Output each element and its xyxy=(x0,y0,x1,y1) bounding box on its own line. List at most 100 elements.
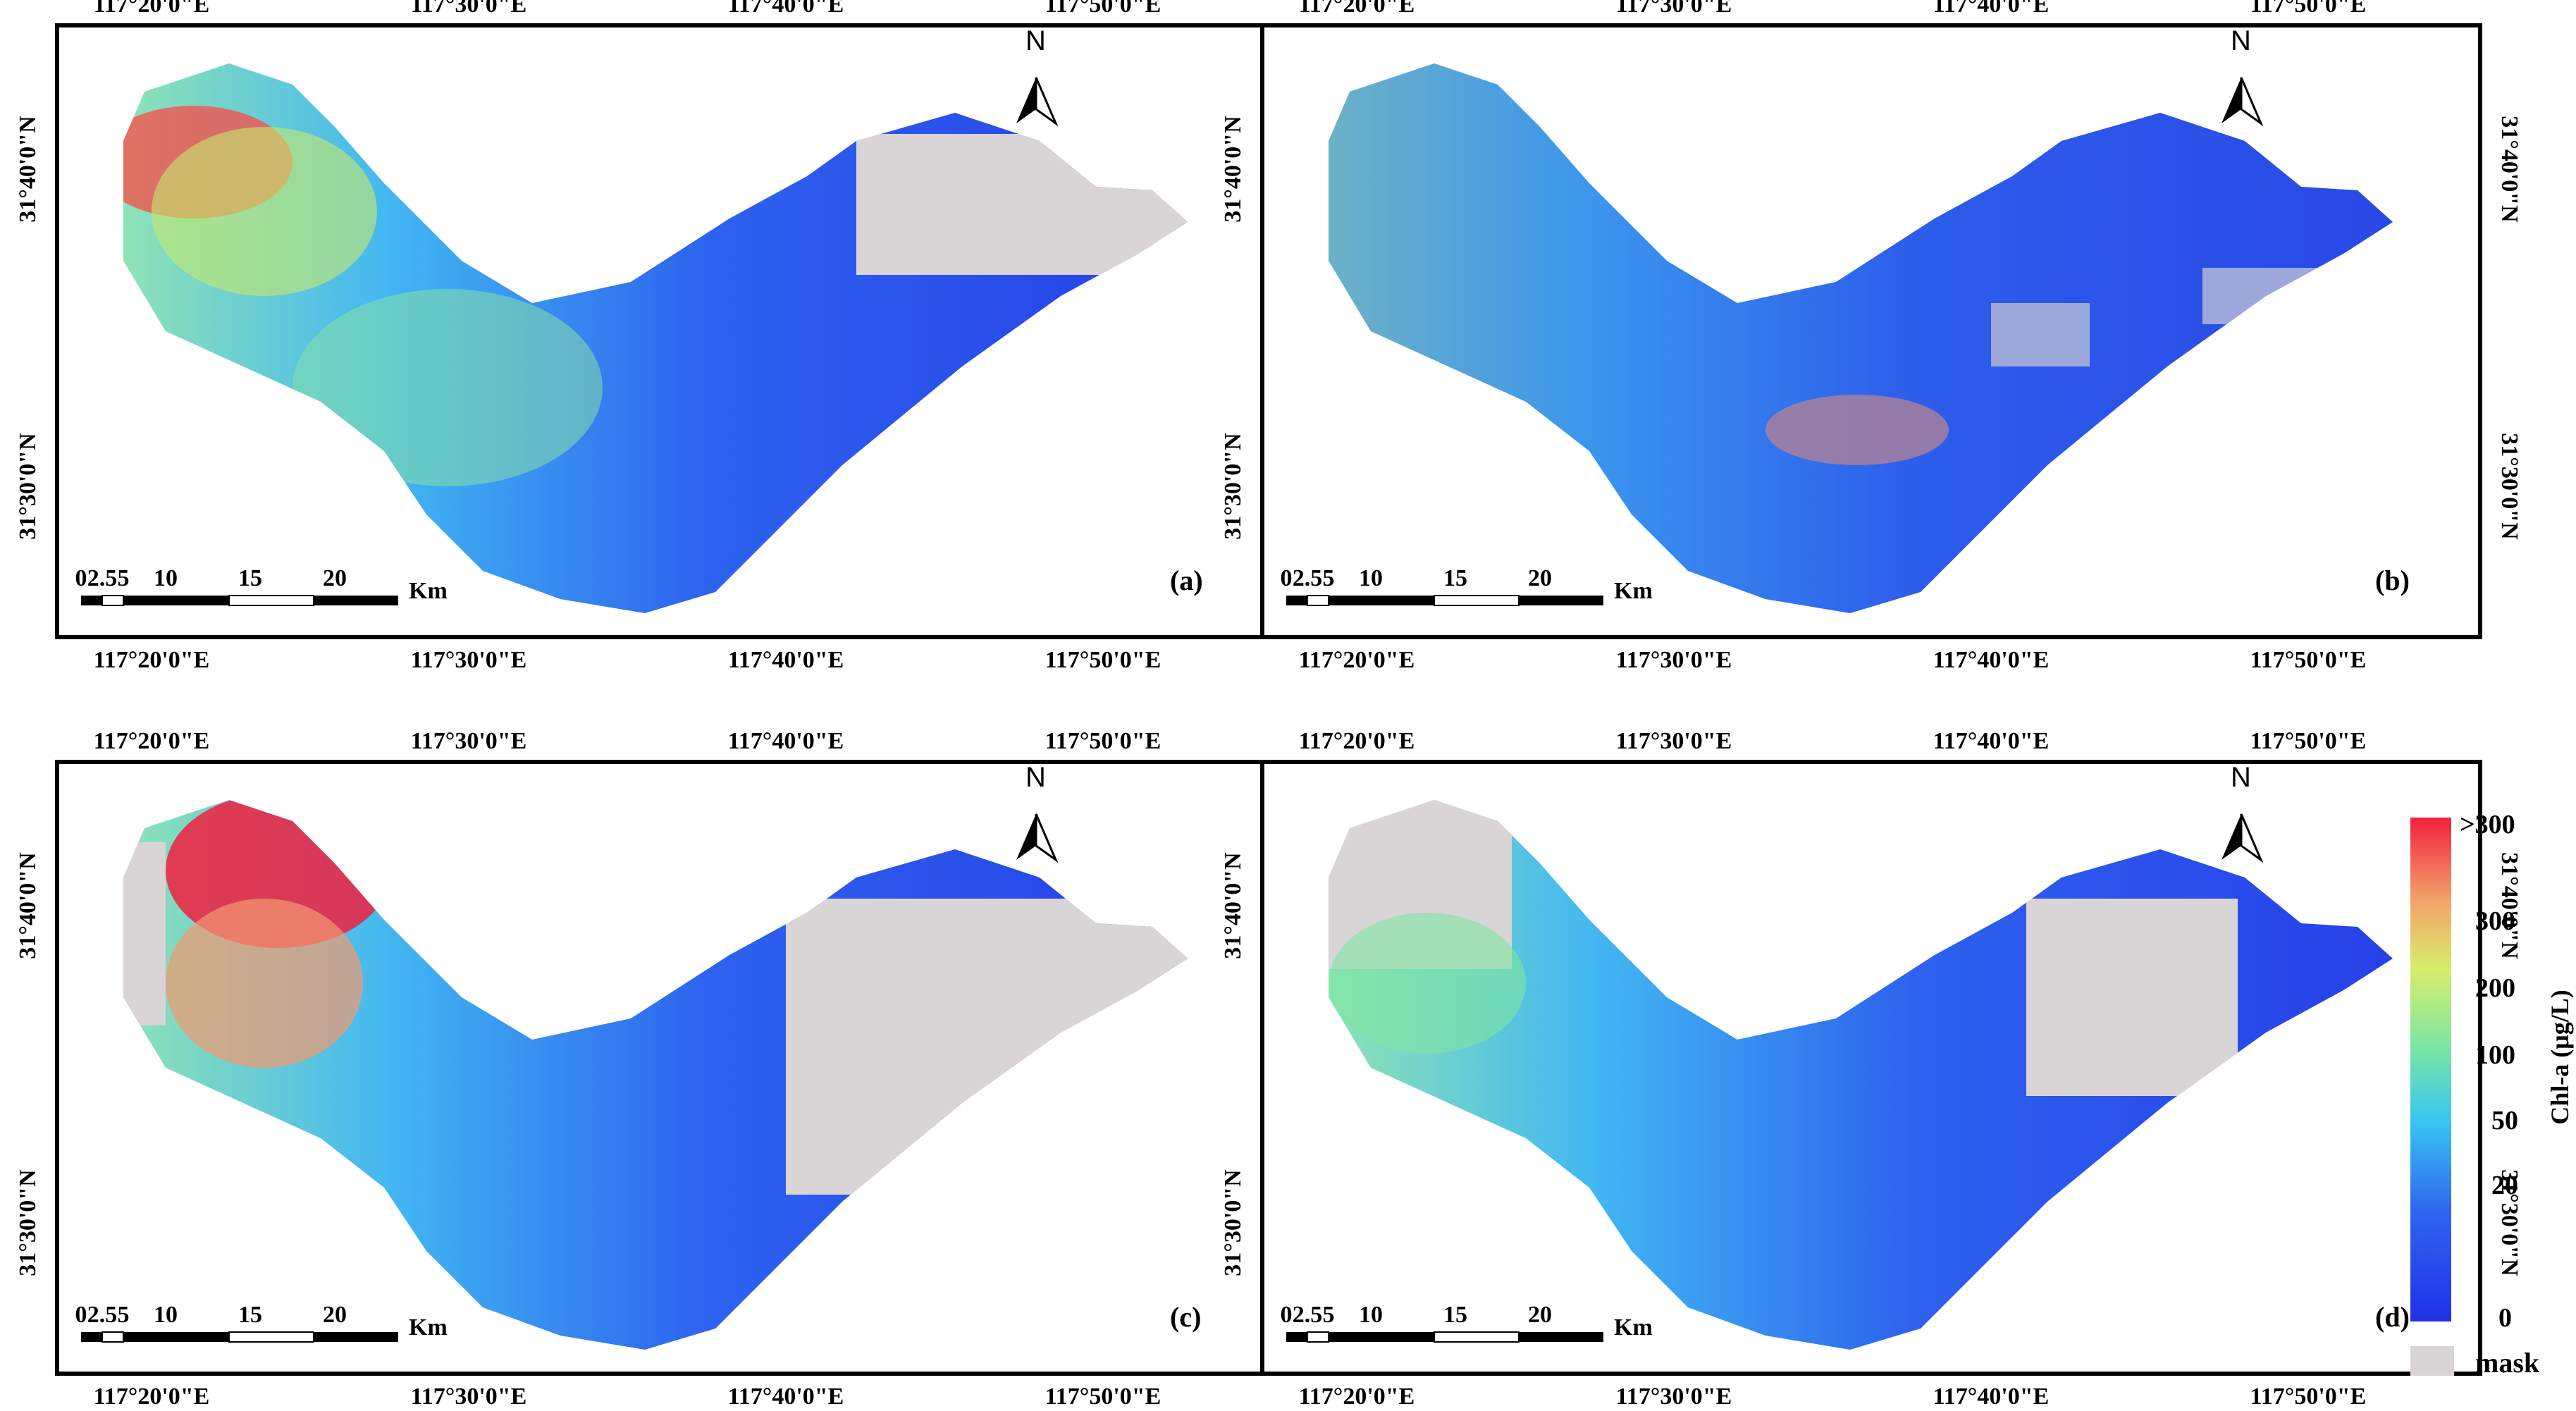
longitude-label: 117°40'0"E xyxy=(1933,728,2050,754)
scale-unit: Km xyxy=(1614,1314,1653,1341)
scale-label: 0 xyxy=(75,1302,87,1328)
north-arrow-icon xyxy=(2221,77,2264,127)
legend-tick: 200 xyxy=(2475,973,2515,1003)
legend-title: Chl-a (μg/L) xyxy=(2546,990,2574,1125)
scale-label: 2.5 xyxy=(1292,565,1323,591)
map-panel-a: N (a) Km 0 2.5 5 10 15 20 117°20'0"E 117°20'0"E… xyxy=(15,0,1317,672)
longitude-label: 117°30'0"E xyxy=(410,0,527,18)
scalebar xyxy=(1286,1331,1603,1343)
scalebar xyxy=(81,595,398,606)
scalebar xyxy=(81,1331,398,1343)
north-arrow-icon xyxy=(2221,813,2264,863)
longitude-label: 117°40'0"E xyxy=(727,0,844,18)
map-frame xyxy=(55,760,1277,1376)
scalebar xyxy=(1286,595,1603,606)
lake-shape xyxy=(1329,63,2393,613)
panel-label: (c) xyxy=(1170,1301,1202,1333)
longitude-label: 117°40'0"E xyxy=(1933,1384,2050,1410)
longitude-label: 117°20'0"E xyxy=(93,1384,210,1410)
scale-label: 5 xyxy=(117,565,130,591)
north-arrow-icon xyxy=(1016,813,1059,863)
longitude-label: 117°30'0"E xyxy=(1615,728,1732,754)
longitude-label: 117°20'0"E xyxy=(93,647,210,673)
longitude-label: 117°20'0"E xyxy=(93,728,210,754)
scale-label: 15 xyxy=(1443,1302,1467,1328)
legend-tick: 50 xyxy=(2491,1106,2518,1135)
longitude-label: 117°40'0"E xyxy=(727,1384,844,1410)
panel-label: (b) xyxy=(2375,565,2410,596)
latitude-label: 31°30'0"N xyxy=(2496,433,2522,540)
longitude-label: 117°30'0"E xyxy=(410,1384,527,1410)
legend-tick: 100 xyxy=(2475,1040,2515,1070)
legend-tick: >300 xyxy=(2460,810,2515,839)
latitude-label: 31°30'0"N xyxy=(1220,1169,1246,1276)
map-panel-b: N (b) Km 0 2.5 5 10 15 20 117°20'0"E 117°20'0"E… xyxy=(1220,0,2522,672)
longitude-label: 117°40'0"E xyxy=(1933,647,2050,673)
longitude-label: 117°30'0"E xyxy=(1615,647,1732,673)
longitude-label: 117°50'0"E xyxy=(1044,728,1161,754)
legend-tick: 300 xyxy=(2475,906,2515,936)
longitude-label: 117°50'0"E xyxy=(2250,728,2367,754)
map-frame xyxy=(1260,23,2482,639)
scale-label: 2.5 xyxy=(87,1302,118,1328)
latitude-label: 31°30'0"N xyxy=(15,433,41,540)
longitude-label: 117°40'0"E xyxy=(727,728,844,754)
mask-swatch xyxy=(2410,1346,2454,1376)
longitude-label: 117°20'0"E xyxy=(1298,0,1415,18)
longitude-label: 117°20'0"E xyxy=(1298,1384,1415,1410)
scale-label: 10 xyxy=(154,565,178,591)
longitude-label: 117°50'0"E xyxy=(2250,647,2367,673)
latitude-label: 31°30'0"N xyxy=(15,1169,41,1276)
latitude-label: 31°40'0"N xyxy=(15,852,41,959)
map-frame xyxy=(55,23,1277,639)
panel-label: (a) xyxy=(1170,565,1203,596)
longitude-label: 117°50'0"E xyxy=(1044,1384,1161,1410)
scale-unit: Km xyxy=(409,578,448,604)
longitude-label: 117°50'0"E xyxy=(1044,0,1161,18)
scale-label: 5 xyxy=(117,1302,130,1328)
scale-unit: Km xyxy=(409,1314,448,1341)
legend-colorbar xyxy=(2410,818,2451,1321)
longitude-label: 117°20'0"E xyxy=(93,0,210,18)
longitude-label: 117°30'0"E xyxy=(410,647,527,673)
latitude-label: 31°40'0"N xyxy=(1220,116,1246,223)
longitude-label: 117°30'0"E xyxy=(410,728,527,754)
latitude-label: 31°40'0"N xyxy=(1220,852,1246,959)
scale-label: 20 xyxy=(1528,1302,1552,1328)
scale-label: 5 xyxy=(1322,1302,1335,1328)
scale-label: 0 xyxy=(75,565,87,591)
north-label: N xyxy=(2231,762,2251,793)
scale-label: 0 xyxy=(1280,1302,1293,1328)
longitude-label: 117°30'0"E xyxy=(1615,0,1732,18)
latitude-label: 31°40'0"N xyxy=(15,116,41,223)
longitude-label: 117°50'0"E xyxy=(2250,1384,2367,1410)
map-panel-c: N (c) Km 0 2.5 5 10 15 20 117°20'0"E 117°20'0"E… xyxy=(15,729,1317,1409)
scale-label: 10 xyxy=(1359,565,1383,591)
scale-label: 2.5 xyxy=(87,565,118,591)
scale-label: 2.5 xyxy=(1292,1302,1323,1328)
north-label: N xyxy=(1025,25,1046,56)
north-arrow-icon xyxy=(1016,77,1059,127)
scale-label: 10 xyxy=(154,1302,178,1328)
scale-label: 20 xyxy=(323,565,347,591)
longitude-label: 117°40'0"E xyxy=(1933,0,2050,18)
longitude-label: 117°50'0"E xyxy=(1044,647,1161,673)
legend-tick: 0 xyxy=(2498,1303,2512,1333)
scale-label: 15 xyxy=(1443,565,1467,591)
scale-label: 20 xyxy=(323,1302,347,1328)
scale-label: 15 xyxy=(238,565,262,591)
longitude-label: 117°30'0"E xyxy=(1615,1384,1732,1410)
scale-label: 5 xyxy=(1322,565,1335,591)
scale-label: 20 xyxy=(1528,565,1552,591)
longitude-label: 117°50'0"E xyxy=(2250,0,2367,18)
scale-unit: Km xyxy=(1614,578,1653,604)
longitude-label: 117°20'0"E xyxy=(1298,647,1415,673)
north-label: N xyxy=(1025,762,1046,793)
scale-label: 0 xyxy=(1280,565,1293,591)
map-frame xyxy=(1260,760,2482,1376)
longitude-label: 117°40'0"E xyxy=(727,647,844,673)
longitude-label: 117°20'0"E xyxy=(1298,728,1415,754)
map-panel-d: N (d) Km 0 2.5 5 10 15 20 117°20'0"E 117°20'0"E… xyxy=(1220,729,2522,1409)
latitude-label: 31°40'0"N xyxy=(2496,116,2522,223)
north-label: N xyxy=(2231,25,2251,56)
